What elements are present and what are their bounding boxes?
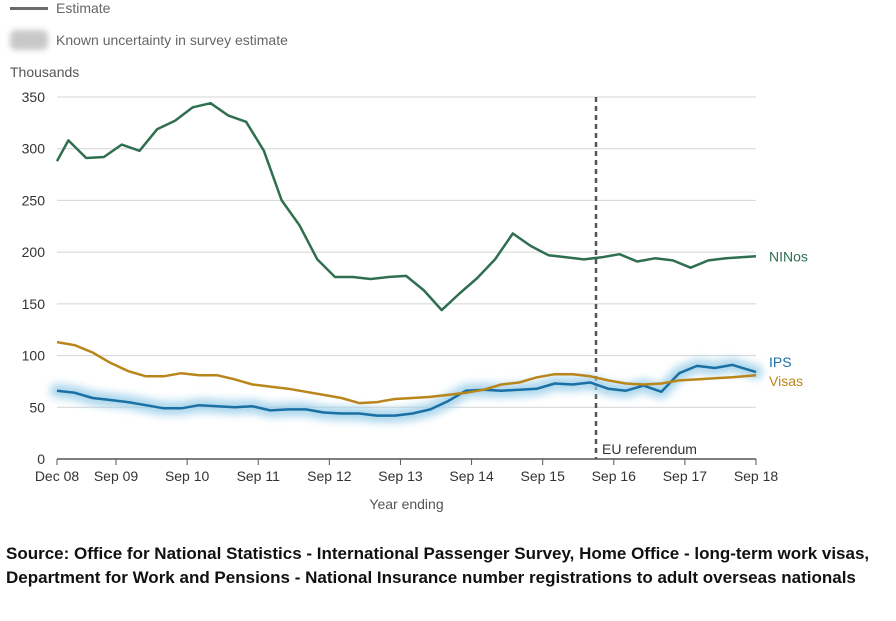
y-tick-label: 0 bbox=[37, 451, 45, 467]
axes: Thousands 0 50 100 150 200 250 300 350 Dec 08 Sep … bbox=[10, 64, 778, 512]
visas-series-label: Visas bbox=[769, 373, 803, 389]
uncertainty-swatch bbox=[10, 30, 48, 50]
x-tick-label: Sep 18 bbox=[734, 468, 779, 484]
ninos-series-line bbox=[55, 101, 757, 312]
y-tick-label: 100 bbox=[22, 348, 46, 364]
ips-series-line bbox=[56, 363, 757, 417]
source-note: Source: Office for National Statistics -… bbox=[6, 544, 870, 587]
visas-series-line bbox=[56, 340, 757, 405]
y-tick-label: 200 bbox=[22, 244, 46, 260]
x-tick-label: Sep 09 bbox=[94, 468, 139, 484]
x-tick-label: Sep 16 bbox=[592, 468, 637, 484]
y-tick-label: 250 bbox=[22, 192, 46, 208]
eu-referendum-label: EU referendum bbox=[602, 441, 697, 457]
y-tick-label: 350 bbox=[22, 89, 46, 105]
x-axis-title: Year ending bbox=[369, 496, 443, 512]
x-tick-label: Sep 13 bbox=[378, 468, 423, 484]
y-tick-label: 50 bbox=[29, 399, 45, 415]
ips-series-label: IPS bbox=[769, 354, 792, 370]
legend-estimate-label: Estimate bbox=[56, 0, 111, 16]
x-tick-label: Dec 08 bbox=[35, 468, 80, 484]
x-tick-label: Sep 17 bbox=[663, 468, 708, 484]
x-tick-label: Sep 15 bbox=[520, 468, 565, 484]
y-tick-label: 300 bbox=[22, 141, 46, 157]
x-tick-label: Sep 10 bbox=[165, 468, 210, 484]
line-chart: EU referendum Thousands 0 50 100 150 200 250 30… bbox=[10, 64, 808, 512]
legend-item-estimate: Estimate bbox=[10, 0, 110, 16]
series-labels: NINos IPS Visas bbox=[769, 248, 808, 389]
estimate-line-swatch bbox=[10, 6, 48, 10]
eu-referendum-annotation: EU referendum bbox=[594, 97, 697, 459]
x-tick-label: Sep 12 bbox=[307, 468, 352, 484]
ninos-series-label: NINos bbox=[769, 248, 808, 264]
x-tick-label: Sep 14 bbox=[449, 468, 494, 484]
x-tick-label: Sep 11 bbox=[237, 468, 281, 484]
y-tick-label: 150 bbox=[22, 296, 46, 312]
series-lines bbox=[55, 101, 757, 417]
y-axis-title: Thousands bbox=[10, 64, 79, 80]
legend-uncertainty-label: Known uncertainty in survey estimate bbox=[56, 32, 288, 48]
chart-legend: Estimate Known uncertainty in survey est… bbox=[10, 0, 410, 60]
legend-item-uncertainty: Known uncertainty in survey estimate bbox=[10, 30, 288, 50]
